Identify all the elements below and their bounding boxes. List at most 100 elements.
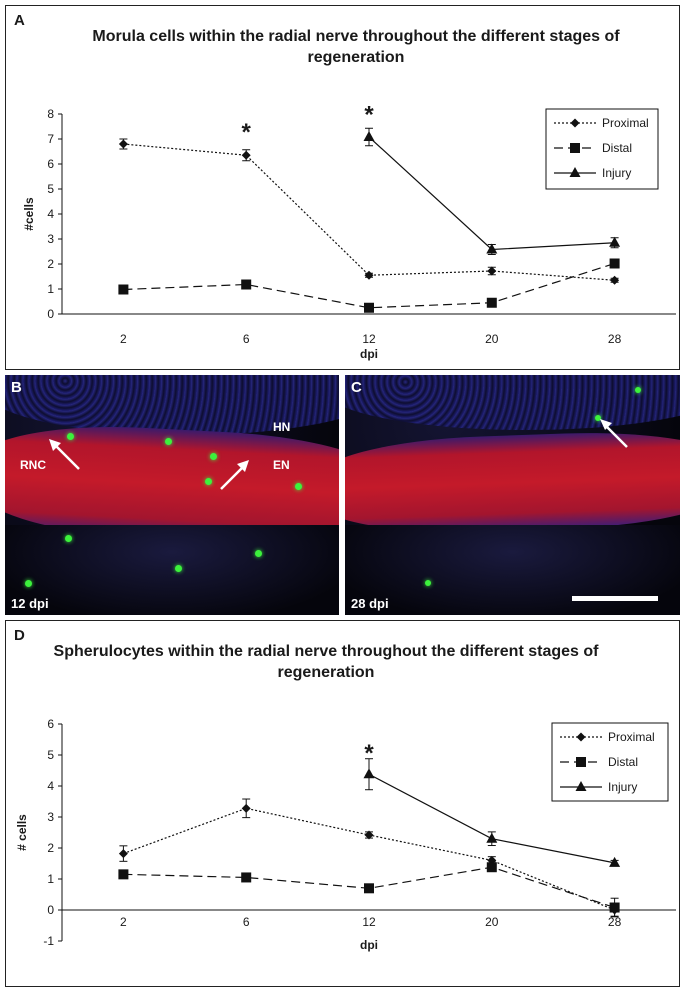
y-tick-label: 2	[47, 841, 54, 855]
y-tick-label: 5	[47, 748, 54, 762]
series-proximal-point	[241, 803, 251, 813]
y-tick-label: 2	[47, 257, 54, 271]
x-tick-label: 6	[243, 332, 250, 346]
legend-proximal-label: Proximal	[608, 730, 655, 744]
series-proximal-point	[364, 270, 374, 280]
panel-a: A Morula cells within the radial nerve t…	[5, 5, 680, 370]
series-proximal-point	[241, 150, 251, 160]
legend-distal-label: Distal	[608, 755, 638, 769]
lower-tissue	[345, 525, 680, 615]
y-tick-label: 6	[47, 157, 54, 171]
x-tick-label: 20	[485, 915, 499, 929]
legend-injury-label: Injury	[602, 166, 631, 180]
series-distal-point	[364, 302, 374, 313]
morula-cell	[205, 478, 212, 485]
x-tick-label: 6	[243, 915, 250, 929]
y-tick-label: 0	[47, 307, 54, 321]
epithelium-layer	[5, 375, 339, 435]
series-distal-point	[241, 872, 252, 883]
significance-star: *	[364, 101, 374, 128]
morula-cell	[210, 453, 217, 460]
x-axis-title: dpi	[360, 938, 378, 952]
y-tick-label: 4	[47, 207, 54, 221]
y-tick-label: 7	[47, 132, 54, 146]
morula-cell	[635, 387, 641, 393]
series-injury-point	[486, 832, 498, 843]
legend-proximal-marker	[570, 118, 580, 128]
series-distal-point	[486, 297, 497, 308]
series-injury-point	[363, 131, 375, 141]
morula-cell	[175, 565, 182, 572]
morula-cell	[425, 580, 431, 586]
series-proximal-line	[123, 807, 615, 911]
y-tick-label: 3	[47, 810, 54, 824]
panel-d: D Spherulocytes within the radial nerve …	[5, 620, 680, 987]
arrow-icon	[49, 439, 80, 470]
y-axis-title: # cells	[15, 814, 29, 851]
lower-tissue	[5, 525, 339, 615]
legend-injury-marker	[575, 781, 587, 791]
legend-proximal-marker	[576, 732, 586, 742]
legend-box	[551, 722, 669, 802]
series-distal-point	[609, 902, 620, 913]
morula-cell	[595, 415, 601, 421]
panel-letter-b: B	[11, 379, 22, 396]
significance-star: *	[242, 119, 252, 146]
series-proximal-point	[487, 266, 497, 276]
y-axis-title: #cells	[22, 197, 36, 231]
legend-box	[545, 108, 659, 190]
x-tick-label: 12	[362, 915, 376, 929]
morula-cell	[67, 433, 74, 440]
micrograph-b: B RNC HN EN 12 dpi	[5, 375, 339, 615]
legend-injury-marker	[569, 167, 581, 177]
y-tick-label: 1	[47, 282, 54, 296]
legend-injury-label: Injury	[608, 780, 637, 794]
chart-title-d: Spherulocytes within the radial nerve th…	[53, 643, 599, 681]
arrow-icon	[600, 419, 628, 448]
label-rnc: RNC	[20, 458, 46, 472]
arrow-icon	[220, 460, 249, 490]
y-tick-label: 6	[47, 717, 54, 731]
series-distal-point	[118, 284, 129, 295]
panel-letter-d: D	[14, 627, 25, 644]
y-tick-label: 3	[47, 232, 54, 246]
morula-cell	[255, 550, 262, 557]
x-tick-label: 20	[485, 332, 499, 346]
legend-distal-label: Distal	[602, 141, 632, 155]
morula-cell	[65, 535, 72, 542]
series-distal-point	[118, 869, 129, 880]
legend-distal-marker	[570, 143, 580, 153]
series-injury-point	[486, 243, 498, 254]
series-injury-point	[609, 236, 621, 247]
chart-title-a: Morula cells within the radial nerve thr…	[92, 28, 620, 66]
morula-cell	[165, 438, 172, 445]
legend-distal-marker	[576, 757, 586, 767]
series-injury-point	[609, 856, 621, 867]
panel-letter-a: A	[14, 12, 25, 29]
panel-letter-c: C	[351, 379, 362, 396]
y-tick-label: 8	[47, 107, 54, 121]
series-proximal-point	[118, 849, 128, 859]
epithelium-layer	[345, 375, 680, 430]
series-proximal-line	[123, 143, 615, 281]
legend-proximal-label: Proximal	[602, 116, 649, 130]
series-distal-point	[364, 883, 374, 894]
x-tick-label: 28	[608, 332, 622, 346]
morula-cell	[25, 580, 32, 587]
morula-cell	[295, 483, 302, 490]
y-tick-label: -1	[43, 934, 54, 948]
y-tick-label: 5	[47, 182, 54, 196]
series-injury-point	[363, 768, 375, 779]
caption-b: 12 dpi	[11, 596, 49, 611]
series-proximal-point	[364, 830, 374, 840]
series-distal-point	[486, 862, 497, 873]
x-tick-label: 2	[120, 915, 127, 929]
significance-star: *	[364, 740, 374, 767]
scale-bar	[572, 596, 658, 601]
series-distal-point	[609, 258, 620, 269]
y-tick-label: 1	[47, 872, 54, 886]
y-tick-label: 0	[47, 903, 54, 917]
label-hn: HN	[273, 420, 291, 434]
